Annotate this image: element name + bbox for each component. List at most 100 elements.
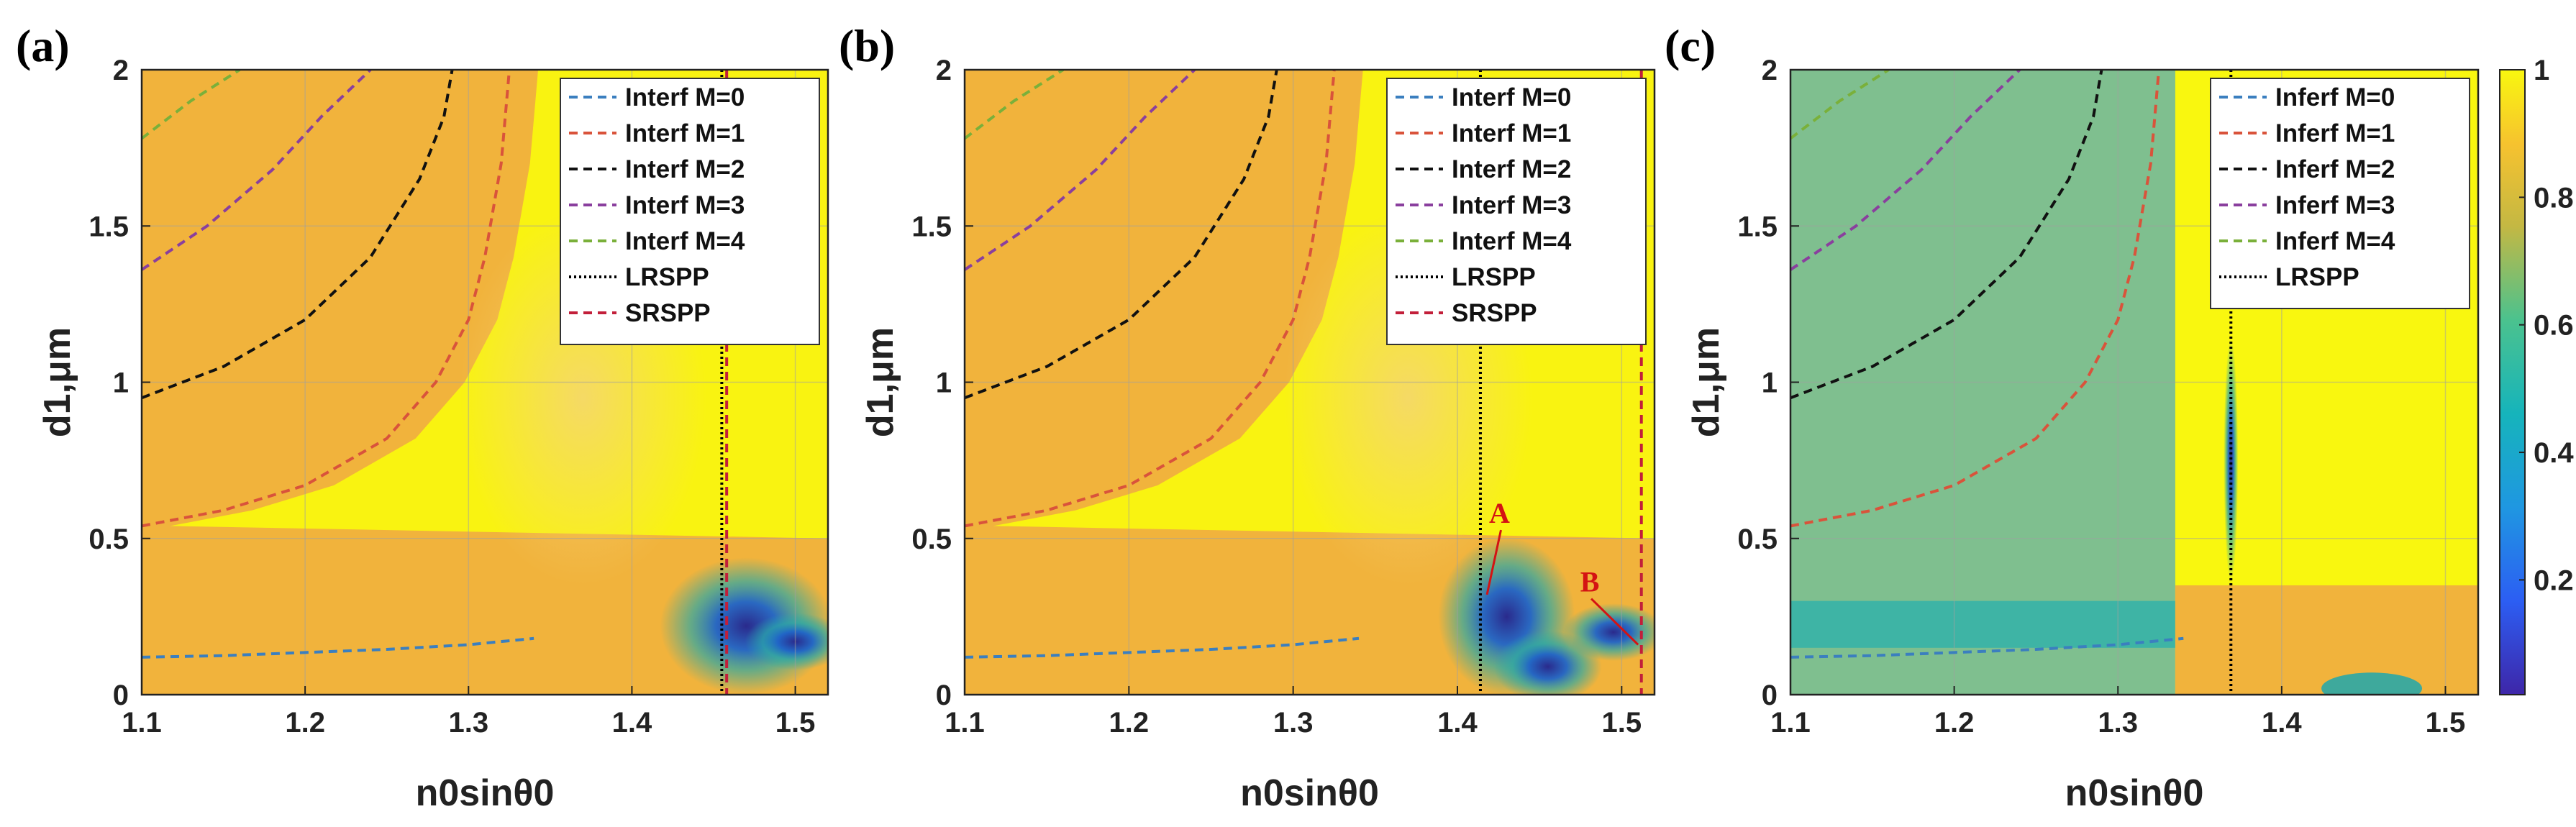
x-axis-label: n0sinθ0	[2065, 772, 2204, 814]
legend: Interf M=0 Interf M=1 Interf M=2 Interf M=3…	[560, 78, 820, 345]
annotation-arrow	[1485, 529, 1502, 595]
curve-interf-m1	[1790, 70, 2161, 528]
curve-interf-m4	[142, 70, 241, 140]
y-tick-label: 0	[1762, 680, 1778, 711]
y-tick-label: 1	[1762, 367, 1778, 399]
curve-interf-m3	[965, 70, 1196, 271]
legend-entry: Interf M=2	[1452, 155, 1571, 183]
colorbar-tick-label: 0.2	[2534, 565, 2574, 596]
legend-entry: Inferf M=3	[2275, 191, 2395, 219]
curve-interf-m1	[965, 70, 1336, 528]
y-axis-label: d1,μm	[37, 327, 78, 437]
legend-entry: Interf M=3	[625, 191, 745, 219]
colorbar-tick-label: 0.8	[2534, 182, 2574, 214]
y-axis-label: d1,μm	[860, 327, 901, 437]
x-axis-label: n0sinθ0	[1240, 772, 1379, 814]
y-tick-label: 0	[113, 680, 129, 711]
x-tick-label: 1.2	[1109, 707, 1150, 739]
y-tick-label: 1.5	[911, 211, 952, 242]
y-tick-label: 1.5	[88, 211, 129, 242]
y-tick-label: 0.5	[1737, 524, 1778, 555]
curve-interf-m0	[965, 636, 1360, 659]
curve-interf-m2	[142, 70, 454, 400]
x-tick-label: 1.5	[775, 707, 816, 739]
y-tick-label: 2	[113, 55, 129, 86]
legend-entry: Interf M=3	[1452, 191, 1571, 219]
annotation-arrow	[1590, 598, 1639, 646]
legend-entry: Interf M=0	[1452, 83, 1571, 111]
x-tick-label: 1.3	[448, 707, 488, 739]
x-tick-label: 1.1	[1770, 707, 1811, 739]
curve-interf-m2	[1790, 70, 2103, 400]
legend: Inferf M=0 Inferf M=1 Inferf M=2 Inferf M=3…	[2210, 78, 2470, 309]
y-tick-label: 1	[936, 367, 952, 399]
curve-interf-m4	[1790, 70, 1890, 140]
curve-interf-m3	[1790, 70, 2021, 271]
colorbar-bar	[2499, 69, 2526, 695]
legend-entry: SRSPP	[1452, 299, 1537, 327]
curve-interf-m4	[965, 70, 1065, 140]
legend-entry: SRSPP	[625, 299, 711, 327]
panel-label: (c)	[1665, 20, 1716, 71]
legend: Interf M=0 Interf M=1 Interf M=2 Interf M=3…	[1386, 78, 1647, 345]
x-tick-label: 1.5	[1602, 707, 1642, 739]
x-tick-label: 1.4	[2262, 707, 2302, 739]
curve-interf-m2	[965, 70, 1278, 400]
colorbar-tick-label: 0.4	[2534, 437, 2574, 469]
x-tick-label: 1.1	[122, 707, 162, 739]
curve-interf-m1	[142, 70, 511, 528]
legend-box	[2210, 78, 2470, 309]
legend-box	[560, 78, 820, 345]
x-tick-label: 1.4	[1437, 707, 1478, 739]
y-tick-label: 0.5	[911, 524, 952, 555]
curve-interf-m3	[142, 70, 372, 271]
x-tick-label: 1.1	[945, 707, 985, 739]
legend-entry: Interf M=1	[625, 119, 745, 147]
annotation-label: B	[1580, 566, 1600, 598]
legend-entry: Interf M=4	[1452, 227, 1572, 255]
legend-entry: Inferf M=0	[2275, 83, 2395, 111]
resonance-dip	[745, 613, 828, 671]
legend-entry: LRSPP	[625, 263, 709, 291]
colorbar: 0.2 0.4 0.6 0.8 1	[2499, 55, 2574, 695]
legend-entry: Inferf M=1	[2275, 119, 2395, 147]
y-tick-label: 1	[113, 367, 129, 399]
legend-entry: Interf M=2	[625, 155, 745, 183]
x-tick-label: 1.5	[2426, 707, 2466, 739]
legend-entry: Inferf M=2	[2275, 155, 2395, 183]
x-axis-label: n0sinθ0	[416, 772, 555, 814]
legend-box	[1386, 78, 1647, 345]
legend-entry: LRSPP	[1452, 263, 1536, 291]
panel-b: A B 1.1 1.2 1.3 1.4 1.5 0 0.5 1 1.5 2 n0sinθ0 d1,μm (b…	[839, 20, 1656, 814]
panel-label: (a)	[16, 20, 70, 71]
legend-entry: Interf M=0	[625, 83, 745, 111]
resonance-dip	[2321, 672, 2423, 695]
y-tick-label: 0	[936, 680, 952, 711]
y-tick-label: 2	[1762, 55, 1778, 86]
panel-label: (b)	[839, 20, 895, 71]
legend-entry: LRSPP	[2275, 263, 2359, 291]
x-tick-label: 1.3	[2098, 707, 2138, 739]
colorbar-tick-label: 1	[2534, 55, 2549, 86]
heatmap-band	[1790, 600, 2175, 648]
legend-entry: Inferf M=4	[2275, 227, 2395, 255]
resonance-dip	[2224, 338, 2239, 583]
y-tick-label: 0.5	[88, 524, 129, 555]
heatmap-mid-region	[2175, 585, 2478, 695]
curve-interf-m0	[142, 636, 534, 659]
legend-entry: Interf M=1	[1452, 119, 1571, 147]
panel-c: 1.1 1.2 1.3 1.4 1.5 0 0.5 1 1.5 2 n0sinθ0 d1,μm (c) I…	[1665, 20, 2480, 814]
y-tick-label: 2	[936, 55, 952, 86]
y-axis-label: d1,μm	[1685, 327, 1727, 437]
colorbar-tick-label: 0.6	[2534, 310, 2574, 342]
x-tick-label: 1.2	[285, 707, 325, 739]
panel-a: 1.1 1.2 1.3 1.4 1.5 0 0.5 1 1.5 2 n0sinθ0 d1,μm (a) I…	[16, 20, 829, 814]
x-tick-label: 1.4	[612, 707, 652, 739]
annotation-label: A	[1489, 497, 1510, 529]
y-tick-label: 1.5	[1737, 211, 1778, 242]
curve-interf-m0	[1790, 636, 2184, 659]
resonance-dip	[1562, 603, 1655, 662]
x-tick-label: 1.3	[1273, 707, 1314, 739]
x-tick-label: 1.2	[1934, 707, 1975, 739]
